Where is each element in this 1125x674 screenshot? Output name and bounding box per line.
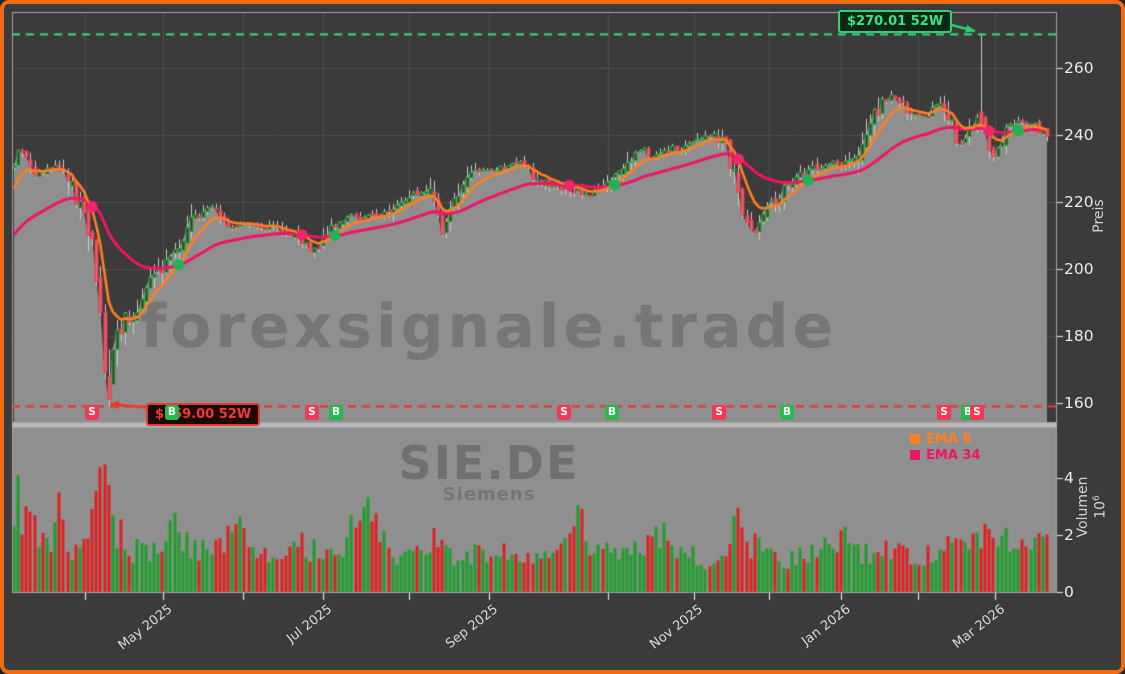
price-volume-chart-canvas <box>4 4 1121 670</box>
signal-badge-sell: S <box>712 405 727 420</box>
signal-badge-sell: S <box>937 405 951 420</box>
signal-badge-sell: S <box>556 405 571 420</box>
signal-badge-buy: B <box>605 405 619 420</box>
signal-badge-sell: S <box>969 405 984 420</box>
signal-badge-buy: B <box>779 405 794 420</box>
signal-badge-buy: B <box>328 405 343 420</box>
signal-badge-sell: S <box>304 405 319 420</box>
signal-badge-buy: B <box>164 405 179 420</box>
signal-badge-sell: S <box>84 405 99 420</box>
